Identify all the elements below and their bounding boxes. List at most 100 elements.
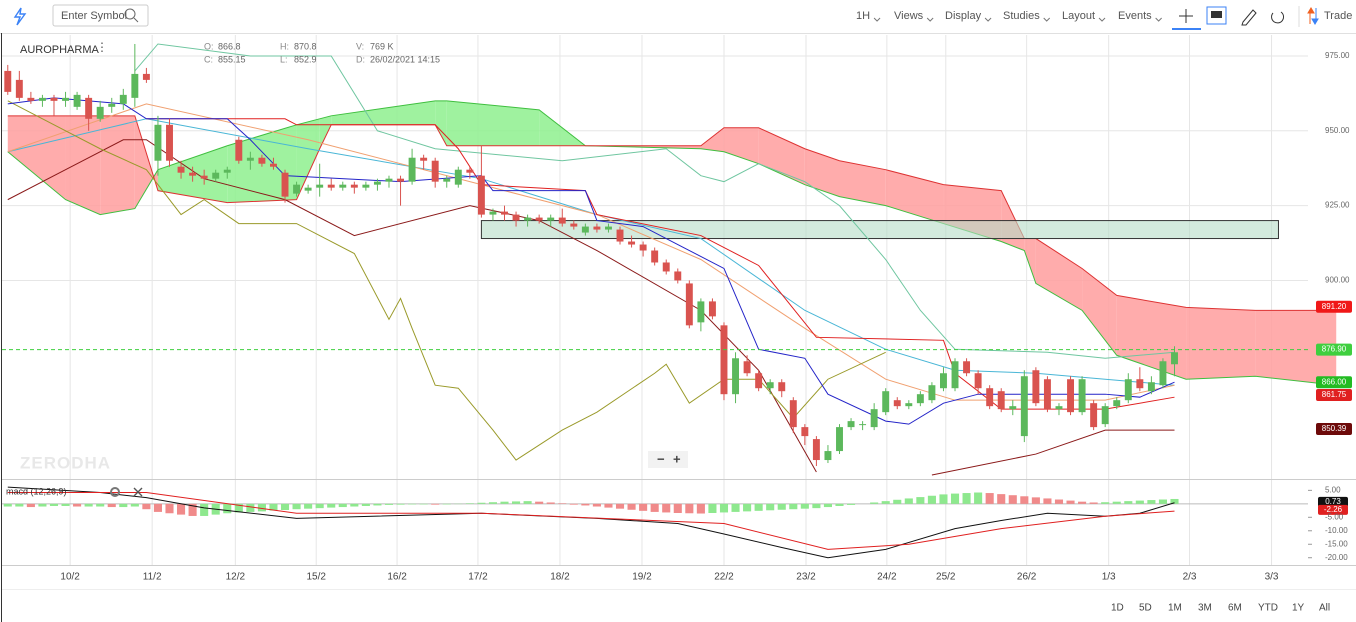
macd-histogram-bar	[408, 503, 417, 505]
crosshair-icon[interactable]	[1179, 9, 1193, 23]
menu-item[interactable]: Events	[1118, 10, 1152, 22]
cloud-segment	[1255, 310, 1337, 386]
candle-body	[905, 403, 913, 407]
macd-histogram-bar	[673, 503, 682, 513]
candle-body	[235, 139, 243, 161]
range-button[interactable]: 3M	[1198, 603, 1212, 614]
macd-histogram-bar	[719, 503, 729, 513]
macd-histogram-bar	[835, 503, 844, 506]
macd-histogram-bar	[847, 503, 856, 505]
candle-body	[882, 391, 890, 413]
macd-histogram-bar	[1112, 501, 1121, 504]
macd-histogram-bar	[153, 503, 162, 512]
candle-body	[708, 301, 716, 317]
reset-icon[interactable]	[1271, 11, 1285, 24]
comment-icon	[1211, 11, 1222, 18]
macd-histogram-bar	[292, 503, 301, 510]
range-button[interactable]: 1M	[1168, 603, 1182, 614]
macd-histogram-bar	[165, 503, 174, 514]
candle-body	[674, 271, 682, 281]
macd-histogram-bar	[61, 503, 70, 506]
draw-icon[interactable]	[1241, 9, 1257, 26]
cloud-segment	[700, 127, 724, 152]
zoom-in[interactable]: +	[673, 451, 681, 466]
menu-item[interactable]: Layout	[1062, 10, 1095, 22]
candle-body	[628, 241, 636, 245]
y-tick-label: 925.00	[1325, 201, 1350, 210]
candle-body	[454, 169, 462, 185]
macd-histogram-bar	[1008, 495, 1017, 504]
candle-body	[558, 217, 566, 224]
candle-body	[154, 124, 162, 161]
candle-body	[570, 223, 578, 227]
range-button[interactable]: 5D	[1139, 603, 1152, 614]
search-box[interactable]	[52, 4, 149, 27]
menu-item[interactable]: Views	[894, 10, 924, 22]
trade-button[interactable]: Trade	[1324, 10, 1352, 22]
macd-histogram-bar	[881, 501, 890, 504]
candle-body	[639, 244, 647, 251]
candle-body	[685, 283, 693, 326]
candle-body	[293, 184, 301, 194]
macd-histogram-bar	[950, 493, 960, 504]
candle-body	[50, 97, 58, 101]
macd-tick-label: -15.00	[1325, 539, 1348, 548]
macd-histogram-bar	[974, 492, 983, 504]
macd-histogram-bar	[916, 497, 925, 504]
range-button[interactable]: 1Y	[1292, 603, 1305, 614]
macd-histogram-bar	[743, 503, 752, 512]
macd-histogram-bar	[234, 503, 243, 513]
candle-body	[304, 187, 312, 191]
macd-histogram-bar	[304, 503, 313, 509]
range-button[interactable]: 6M	[1228, 603, 1242, 614]
macd-histogram-bar	[384, 503, 394, 505]
x-tick-label: 23/2	[796, 572, 816, 583]
x-tick-label: 3/3	[1265, 572, 1279, 583]
candle-body	[27, 97, 35, 101]
candle-body	[870, 409, 878, 428]
candle-body	[605, 226, 612, 230]
candle-body	[963, 361, 971, 374]
candle-body	[431, 160, 439, 182]
candle-body	[928, 385, 936, 401]
symbol-menu-icon[interactable]: ⋮	[96, 40, 108, 54]
candle-body	[616, 229, 624, 242]
candle-body	[373, 181, 381, 185]
macd-histogram-bar	[350, 503, 359, 507]
candle-body	[651, 250, 659, 263]
comment-tool[interactable]	[1206, 6, 1227, 25]
x-tick-label: 22/2	[714, 572, 734, 583]
menu-item[interactable]: Display	[945, 10, 982, 22]
candle-body	[581, 226, 589, 233]
macd-histogram-bar	[1043, 498, 1052, 504]
zoom-out[interactable]: −	[657, 451, 665, 466]
macd-tag-label: 0.73	[1325, 497, 1341, 506]
range-button[interactable]: 1D	[1111, 603, 1124, 614]
cloud-segment	[885, 169, 944, 224]
macd-histogram-bar	[500, 501, 509, 504]
macd-histogram-bar	[766, 503, 775, 511]
field-key: V:	[356, 41, 364, 51]
price-tag	[1316, 388, 1352, 401]
flash-icon[interactable]	[13, 7, 27, 26]
x-tick-label: 26/2	[1017, 572, 1037, 583]
range-button[interactable]: YTD	[1258, 603, 1278, 614]
candle-body	[847, 421, 855, 428]
candle-body	[501, 211, 508, 215]
range-button[interactable]: All	[1319, 603, 1330, 614]
candle-body	[662, 262, 670, 272]
macd-histogram-bar	[73, 503, 82, 507]
settings-icon[interactable]	[110, 487, 120, 497]
macd-histogram-bar	[26, 503, 35, 508]
x-tick-label: 17/2	[468, 572, 488, 583]
menu-chevron	[1098, 17, 1106, 22]
search-placeholder: Enter Symbol	[61, 10, 127, 22]
cloud-span-a	[7, 100, 1337, 386]
candle-body	[489, 211, 497, 215]
close-icon[interactable]	[133, 487, 143, 497]
candle-body	[73, 94, 81, 107]
menu-item[interactable]: Studies	[1003, 10, 1040, 22]
menu-item[interactable]: 1H	[856, 10, 870, 22]
macd-histogram-bar	[985, 493, 994, 504]
macd-histogram-bar	[546, 502, 555, 504]
